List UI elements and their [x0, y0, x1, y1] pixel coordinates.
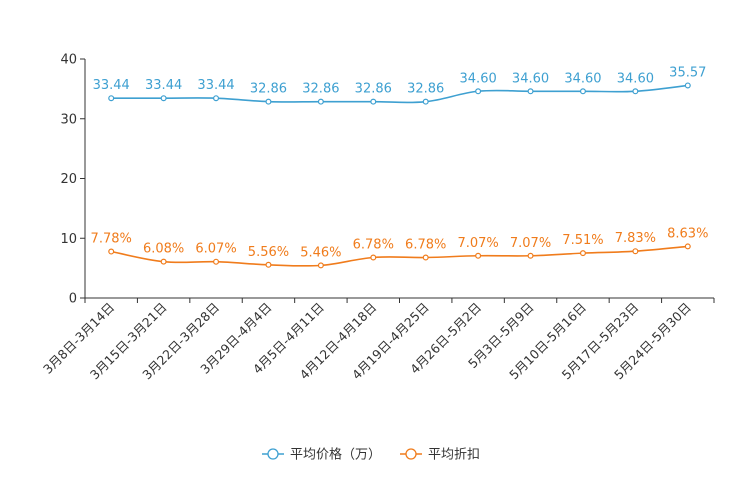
data-point [632, 248, 639, 255]
legend-swatch-marker [405, 448, 417, 460]
data-point [475, 88, 482, 95]
data-label: 7.07% [457, 236, 498, 251]
data-label: 33.44 [197, 78, 234, 93]
data-label: 6.78% [353, 237, 394, 252]
data-label: 5.56% [248, 245, 289, 260]
y-tick-label: 0 [69, 292, 77, 307]
data-point [265, 98, 272, 105]
series-line-1 [111, 84, 688, 104]
legend-label: 平均价格（万） [290, 447, 381, 463]
y-tick-label: 40 [60, 53, 77, 68]
data-point [684, 243, 691, 250]
data-point [422, 254, 429, 261]
data-label: 34.60 [460, 71, 497, 86]
data-point [527, 88, 534, 95]
data-label: 7.83% [615, 231, 656, 246]
data-label: 32.86 [407, 82, 444, 97]
data-label: 34.60 [617, 71, 654, 86]
data-point [579, 88, 586, 95]
data-label: 33.44 [145, 78, 182, 93]
data-label: 7.78% [91, 232, 132, 247]
data-point [108, 248, 115, 255]
data-point [265, 261, 272, 268]
data-label: 35.57 [669, 65, 706, 80]
data-point [160, 95, 167, 102]
data-point [579, 250, 586, 257]
data-point [370, 98, 377, 105]
data-label: 6.07% [195, 242, 236, 257]
data-label: 32.86 [355, 82, 392, 97]
data-point [108, 95, 115, 102]
data-point [317, 98, 324, 105]
series-line-2 [111, 245, 688, 267]
legend-label: 平均折扣 [428, 448, 480, 463]
data-label: 32.86 [302, 82, 339, 97]
data-point [422, 98, 429, 105]
data-label: 6.78% [405, 237, 446, 252]
legend-swatch-marker [267, 448, 279, 460]
data-label: 5.46% [300, 245, 341, 260]
data-point [684, 82, 691, 89]
data-label: 32.86 [250, 82, 287, 97]
data-label: 7.07% [510, 236, 551, 251]
data-label: 7.51% [562, 233, 603, 248]
data-point [475, 252, 482, 259]
data-point [213, 258, 220, 265]
data-point [632, 88, 639, 95]
data-label: 33.44 [93, 78, 130, 93]
data-point [370, 254, 377, 261]
data-point [527, 252, 534, 259]
data-label: 34.60 [512, 71, 549, 86]
data-point [160, 258, 167, 265]
data-label: 6.08% [143, 242, 184, 257]
data-label: 34.60 [564, 71, 601, 86]
y-tick-label: 30 [60, 112, 77, 127]
data-label: 8.63% [667, 226, 708, 241]
data-point [213, 95, 220, 102]
y-tick-label: 20 [60, 172, 77, 187]
y-tick-label: 10 [60, 232, 77, 247]
data-point [317, 262, 324, 269]
